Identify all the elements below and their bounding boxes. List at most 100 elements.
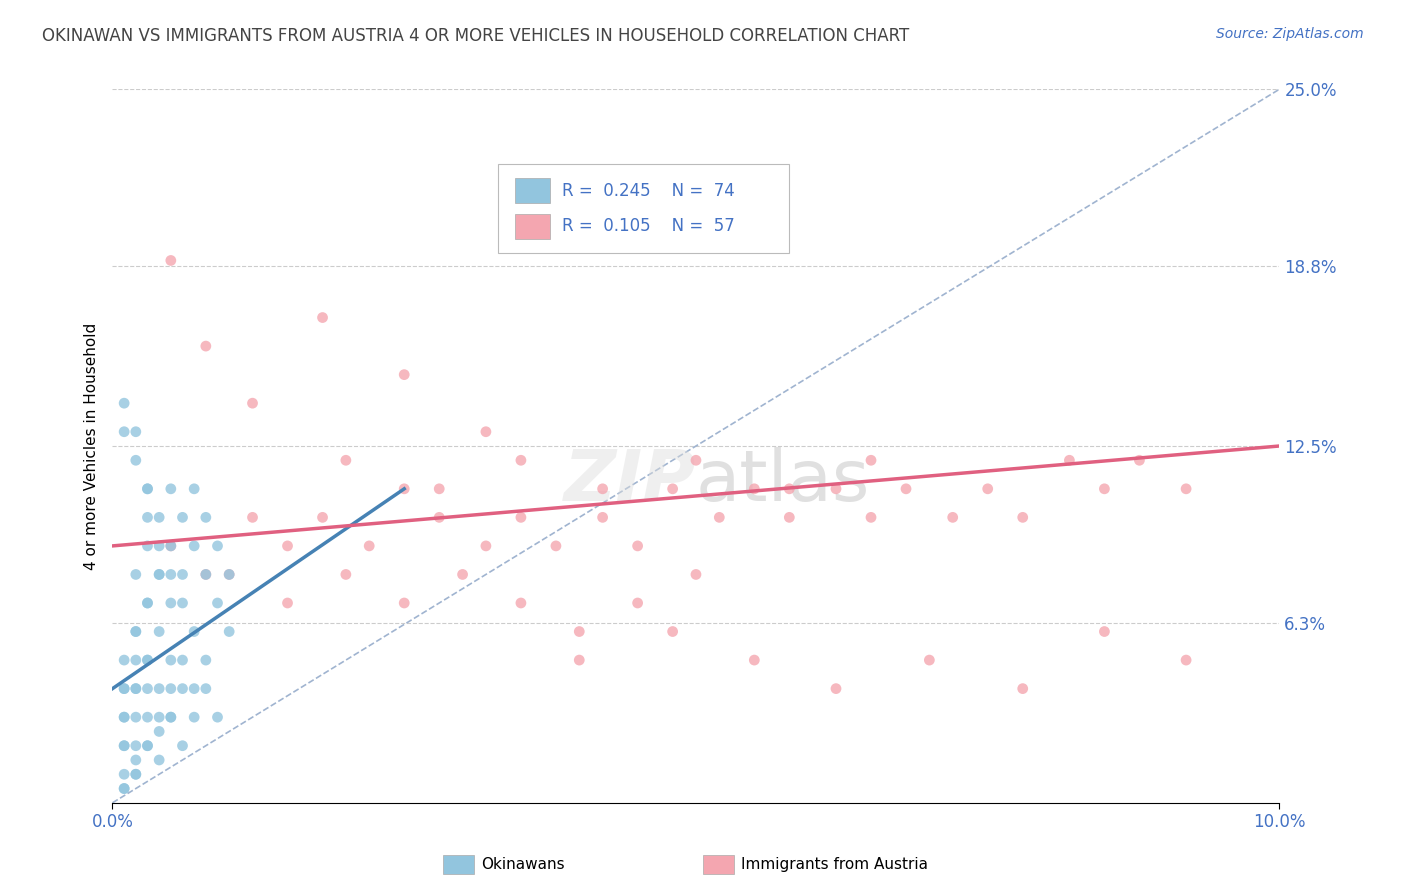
Point [709,510,731,524]
Point [942,510,965,524]
Point [136,710,159,724]
Point [125,567,148,582]
Point [335,567,357,582]
Point [112,767,135,781]
FancyBboxPatch shape [515,214,550,239]
Point [112,781,135,796]
Point [148,567,170,582]
Point [125,767,148,781]
Point [194,567,217,582]
Point [860,453,883,467]
Point [242,510,264,524]
Point [778,510,800,524]
Point [685,453,707,467]
Point [1094,482,1116,496]
Point [112,396,135,410]
Point [172,596,194,610]
Point [125,453,148,467]
Point [125,653,148,667]
Point [148,624,170,639]
Point [475,425,498,439]
Point [311,310,333,325]
Point [427,482,450,496]
Point [685,567,707,582]
Point [918,653,941,667]
Text: Source: ZipAtlas.com: Source: ZipAtlas.com [1216,27,1364,41]
Point [125,710,148,724]
Point [160,253,183,268]
Point [1011,681,1033,696]
Point [825,482,848,496]
Point [136,596,159,610]
Point [136,681,159,696]
Point [359,539,381,553]
Point [183,710,205,724]
Point [148,567,170,582]
Point [451,567,474,582]
Point [509,453,531,467]
Point [276,539,298,553]
Point [112,710,135,724]
Point [218,567,240,582]
Point [183,482,205,496]
Point [160,710,183,724]
Point [394,596,416,610]
Point [568,624,591,639]
Point [509,510,531,524]
Point [172,567,194,582]
Point [1011,510,1033,524]
Point [183,624,205,639]
Point [125,767,148,781]
Point [194,653,217,667]
Point [148,724,170,739]
Point [311,510,333,524]
Point [627,596,650,610]
Point [335,453,357,467]
Point [778,482,800,496]
Point [136,482,159,496]
Point [825,681,848,696]
Point [125,624,148,639]
Point [742,482,765,496]
Point [136,739,159,753]
Point [976,482,998,496]
Point [394,368,416,382]
Point [172,653,194,667]
Point [207,596,229,610]
Point [136,596,159,610]
Point [475,539,498,553]
Point [544,539,567,553]
FancyBboxPatch shape [498,164,789,253]
Point [148,753,170,767]
Point [183,681,205,696]
Point [148,539,170,553]
Point [218,567,240,582]
Point [194,339,217,353]
Point [172,739,194,753]
Point [112,681,135,696]
Point [136,482,159,496]
Point [509,596,531,610]
Point [112,653,135,667]
Point [194,510,217,524]
Point [136,510,159,524]
Point [160,596,183,610]
Point [183,539,205,553]
Point [194,567,217,582]
FancyBboxPatch shape [515,178,550,203]
Point [125,681,148,696]
Point [136,653,159,667]
Point [136,739,159,753]
Point [194,681,217,696]
Point [894,482,917,496]
Point [160,567,183,582]
Point [160,681,183,696]
Text: R =  0.245    N =  74: R = 0.245 N = 74 [562,182,734,200]
Point [160,482,183,496]
Point [125,624,148,639]
Point [661,624,683,639]
Text: atlas: atlas [696,447,870,516]
Point [172,681,194,696]
Point [125,425,148,439]
Point [1175,653,1198,667]
